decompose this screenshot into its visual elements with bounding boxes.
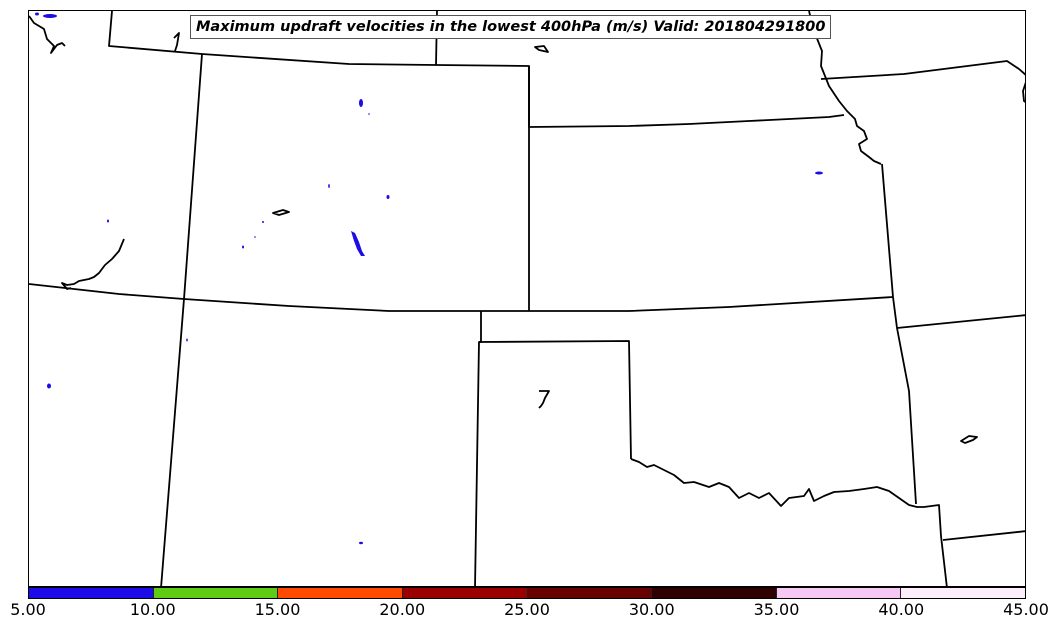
state-boundary-arkansas-south [942, 530, 1025, 541]
lake-outline-7 [61, 238, 125, 290]
colorbar-tick-label: 25.00 [504, 600, 550, 619]
lake-outline-6 [29, 15, 66, 54]
updraft-cell-7 [386, 195, 390, 199]
map-title: Maximum updraft velocities in the lowest… [190, 15, 832, 39]
map-panel [28, 10, 1026, 587]
updraft-cell-6 [328, 184, 330, 188]
state-boundary-missouri-river [808, 11, 882, 165]
state-boundary-oklahoma-south [630, 458, 948, 586]
updraft-cell-13 [186, 338, 188, 342]
updraft-cell-8 [107, 219, 109, 223]
state-boundary-colorado-west [160, 53, 203, 586]
updraft-cell-4 [368, 113, 370, 115]
lake-outline-1 [534, 45, 549, 53]
state-boundary-colorado-south [29, 283, 894, 312]
updraft-cell-10 [254, 236, 256, 238]
updraft-cell-3 [359, 99, 363, 107]
colorbar-tick-label: 30.00 [628, 600, 675, 619]
colorbar [28, 587, 1026, 599]
colorbar-tick-label: 40.00 [878, 600, 925, 619]
colorbar-segment-7 [776, 588, 902, 598]
updraft-cell-2 [35, 12, 39, 16]
state-boundary-kansas-east [881, 163, 917, 505]
updraft-cell-9 [262, 221, 264, 223]
map-canvas [29, 11, 1025, 586]
colorbar-segment-5 [527, 588, 653, 598]
lake-outline-2 [272, 209, 290, 216]
colorbar-segment-8 [901, 588, 1025, 598]
updraft-cell-15 [359, 541, 363, 545]
colorbar-tick-label: 20.00 [379, 600, 426, 619]
updraft-cell-12 [351, 231, 365, 256]
updraft-cell-11 [242, 245, 244, 249]
updraft-cell-1 [43, 14, 57, 18]
colorbar-tick-labels: 5.00 10.00 15.00 20.00 25.00 30.00 35.00 40.00 4… [0, 600, 1060, 630]
colorbar-segment-4 [402, 588, 528, 598]
lake-outline-5 [173, 32, 180, 52]
updraft-cell-5 [815, 171, 823, 175]
colorbar-segment-6 [652, 588, 777, 598]
state-boundary-new-mexico-east [474, 311, 482, 586]
updraft-cell-14 [47, 383, 51, 389]
state-boundary-missouri-south [896, 314, 1025, 329]
colorbar-segment-3 [278, 588, 403, 598]
lake-outline-4 [960, 435, 978, 444]
colorbar-tick-label: 15.00 [254, 600, 301, 619]
river-segment-east [1022, 82, 1025, 103]
colorbar-tick-label: 5.00 [10, 600, 46, 619]
state-boundary-panhandle-north [478, 340, 632, 460]
colorbar-segment-2 [153, 588, 279, 598]
state-boundary-iowa-south [820, 60, 1025, 80]
colorbar-segment-1 [29, 588, 154, 598]
lake-outline-3 [538, 390, 550, 409]
colorbar-tick-label: 10.00 [129, 600, 176, 619]
colorbar-tick-label: 45.00 [1003, 600, 1049, 619]
colorbar-tick-label: 35.00 [753, 600, 800, 619]
